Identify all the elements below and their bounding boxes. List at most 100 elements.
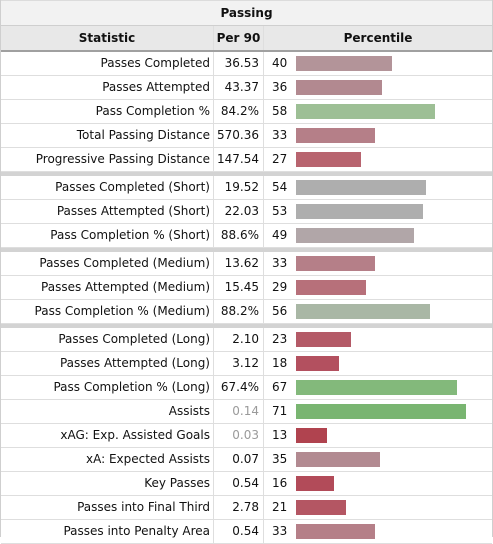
percentile-cell: 18 [264,352,492,375]
table-row: Passes into Final Third 2.78 21 [1,496,492,520]
percentile-cell: 54 [264,176,492,199]
table-row: Pass Completion % (Short) 88.6% 49 [1,224,492,248]
percentile-bar-track [296,128,466,143]
percentile-bar [296,428,328,443]
per90-value: 3.12 [214,352,264,375]
percentile-bar [296,280,366,295]
per90-value: 13.62 [214,252,264,275]
table-row: Passes Attempted 43.37 36 [1,76,492,100]
percentile-bar-track [296,180,466,195]
percentile-bar-track [296,228,466,243]
percentile-cell: 33 [264,252,492,275]
percentile-bar [296,128,376,143]
percentile-bar-track [296,256,466,271]
percentile-cell: 53 [264,200,492,223]
percentile-bar [296,56,392,71]
percentile-cell: 21 [264,496,492,519]
percentile-cell: 56 [264,300,492,323]
percentile-bar-track [296,524,466,539]
percentile-bar-track [296,152,466,167]
per90-value: 0.14 [214,400,264,423]
statistic-label: Passes Completed (Long) [1,328,214,351]
percentile-bar-track [296,404,467,419]
statistic-label: Passes Completed (Short) [1,176,214,199]
percentile-bar [296,332,352,347]
table-row: Key Passes 0.54 16 [1,472,492,496]
table-row: Passes Completed 36.53 40 [1,52,492,76]
percentile-bar [296,180,426,195]
percentile-bar-track [296,452,466,467]
statistic-label: xAG: Exp. Assisted Goals [1,424,214,447]
table-row: Passes into Penalty Area 0.54 33 [1,520,492,544]
header-percentile[interactable]: Percentile [343,31,413,45]
percentile-bar [296,476,335,491]
percentile-bar [296,500,347,515]
per90-value: 0.07 [214,448,264,471]
percentile-value: 29 [272,280,288,294]
percentile-bar-track [296,380,466,395]
per90-value: 0.03 [214,424,264,447]
percentile-cell: 49 [264,224,492,247]
table-row: Passes Attempted (Medium) 15.45 29 [1,276,492,300]
statistic-label: Passes Attempted (Short) [1,200,214,223]
header-statistic[interactable]: Statistic [1,26,214,50]
percentile-bar-track [296,500,466,515]
percentile-bar-track [296,476,466,491]
statistic-label: Total Passing Distance [1,124,214,147]
percentile-bar [296,452,380,467]
percentile-value: 36 [272,80,288,94]
percentile-value: 18 [272,356,288,370]
per90-value: 0.54 [214,472,264,495]
percentile-value: 21 [272,500,288,514]
table-row: Pass Completion % 84.2% 58 [1,100,492,124]
percentile-bar [296,204,424,219]
percentile-value: 33 [272,256,288,270]
per90-value: 22.03 [214,200,264,223]
table-row: Assists 0.14 71 [1,400,492,424]
table-row: Pass Completion % (Medium) 88.2% 56 [1,300,492,324]
table-header-row: Statistic Per 90 Percentile [1,26,492,52]
percentile-bar [296,524,376,539]
per90-value: 84.2% [214,100,264,123]
header-per90[interactable]: Per 90 [214,26,264,50]
per90-value: 2.10 [214,328,264,351]
statistic-label: Passes Completed (Medium) [1,252,214,275]
percentile-bar [296,404,467,419]
percentile-cell: 27 [264,148,492,171]
per90-value: 147.54 [214,148,264,171]
per90-value: 19.52 [214,176,264,199]
percentile-cell: 33 [264,124,492,147]
statistic-label: Pass Completion % (Short) [1,224,214,247]
per90-value: 15.45 [214,276,264,299]
percentile-cell: 13 [264,424,492,447]
percentile-bar [296,356,340,371]
table-title: Passing [1,0,492,26]
percentile-value: 35 [272,452,288,466]
percentile-value: 16 [272,476,288,490]
percentile-bar-track [296,80,466,95]
percentile-value: 49 [272,228,288,242]
table-row: Progressive Passing Distance 147.54 27 [1,148,492,172]
statistic-label: Passes Attempted [1,76,214,99]
per90-value: 67.4% [214,376,264,399]
percentile-value: 56 [272,304,288,318]
percentile-cell: 36 [264,76,492,99]
table-row: xAG: Exp. Assisted Goals 0.03 13 [1,424,492,448]
percentile-value: 23 [272,332,288,346]
percentile-bar [296,256,376,271]
percentile-bar [296,304,431,319]
percentile-bar [296,380,457,395]
statistic-label: Key Passes [1,472,214,495]
percentile-bar [296,228,414,243]
per90-value: 36.53 [214,52,264,75]
statistic-label: Passes Attempted (Long) [1,352,214,375]
percentile-value: 33 [272,524,288,538]
percentile-value: 13 [272,428,288,442]
statistic-label: Assists [1,400,214,423]
percentile-cell: 29 [264,276,492,299]
table-row: Pass Completion % (Long) 67.4% 67 [1,376,492,400]
table-row: xA: Expected Assists 0.07 35 [1,448,492,472]
per90-value: 2.78 [214,496,264,519]
percentile-bar [296,80,383,95]
